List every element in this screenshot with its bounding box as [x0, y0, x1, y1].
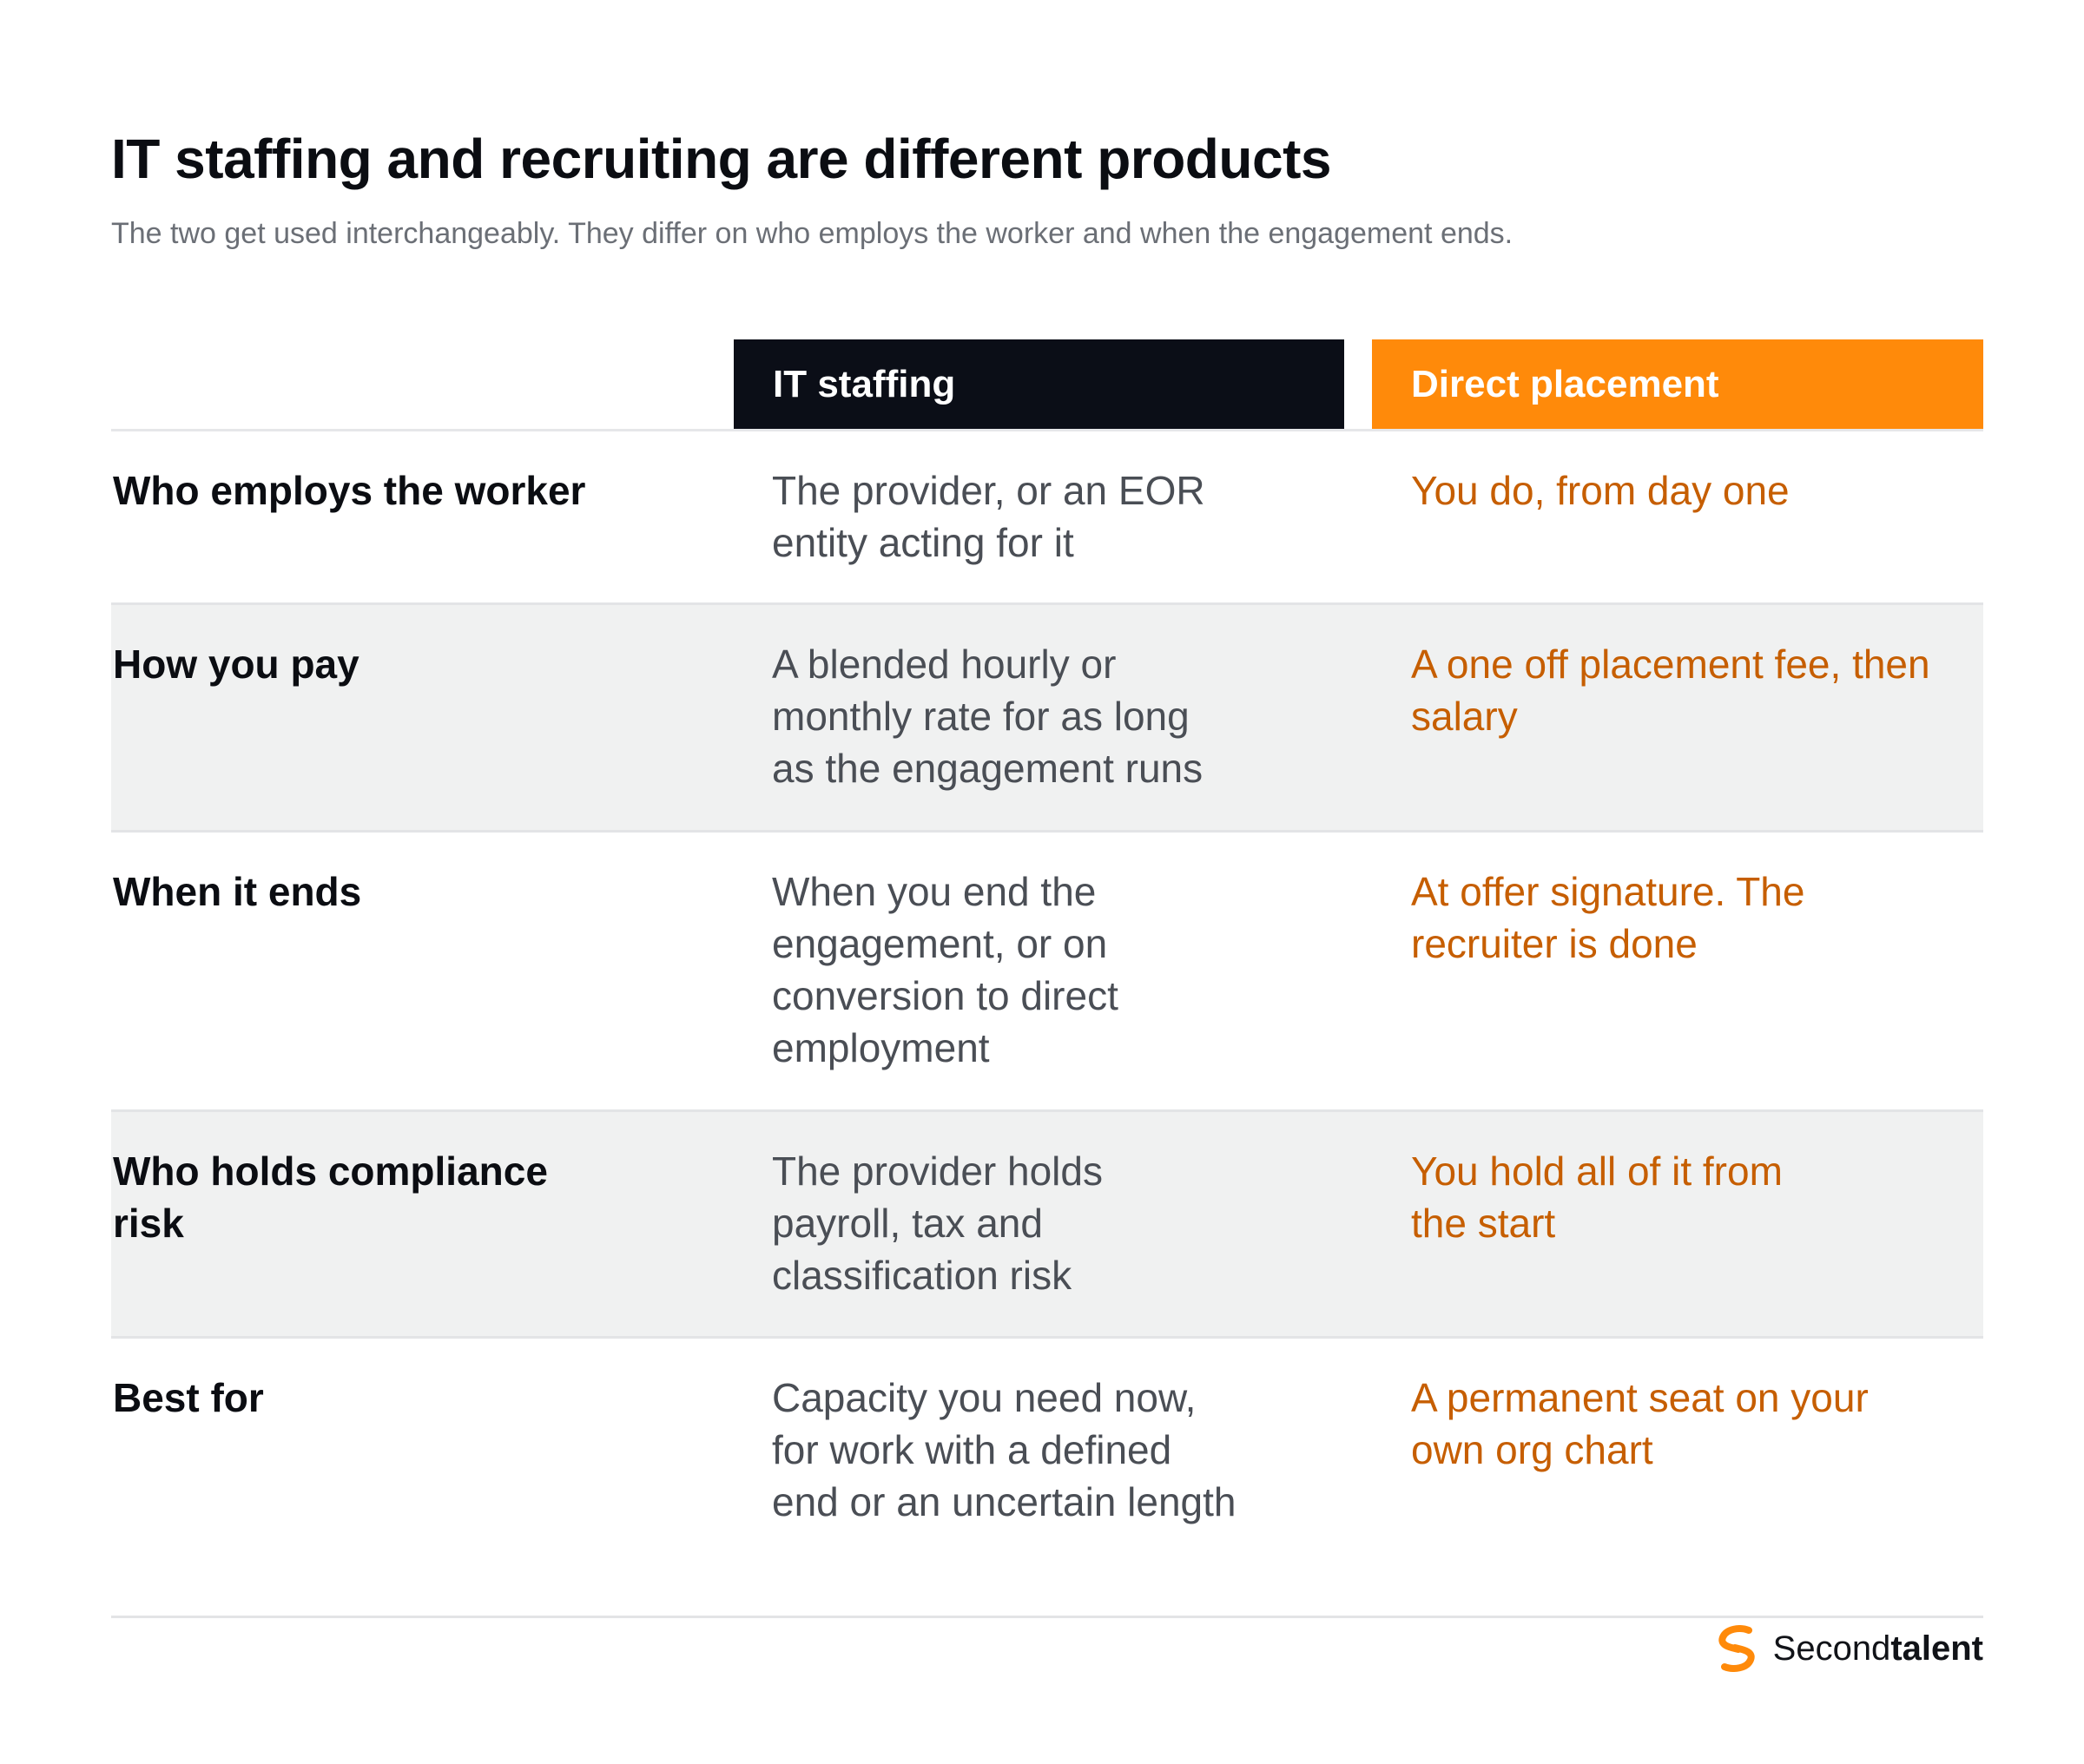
- row-label: Who holds compliance risk: [113, 1149, 548, 1246]
- it-staffing-cell: The provider, or an EOR entity acting fo…: [772, 468, 1205, 565]
- brand-logo: Second talent: [1714, 1625, 1983, 1672]
- table-row-who-employs: Who employs the worker The provider, or …: [111, 431, 1983, 605]
- brand-name-bold: talent: [1890, 1629, 1983, 1668]
- direct-placement-cell: You do, from day one: [1411, 468, 1790, 513]
- page-subtitle: The two get used interchangeably. They d…: [111, 217, 1514, 250]
- page-title: IT staffing and recruiting are different…: [111, 128, 1331, 190]
- table-row-how-you-pay: How you pay A blended hourly or monthly …: [111, 605, 1983, 833]
- table-row-compliance-risk: Who holds compliance risk The provider h…: [111, 1112, 1983, 1339]
- it-staffing-cell: The provider holds payroll, tax and clas…: [772, 1149, 1103, 1298]
- it-staffing-cell: When you end the engagement, or on conve…: [772, 869, 1118, 1070]
- table-row-when-it-ends: When it ends When you end the engagement…: [111, 833, 1983, 1112]
- column-header-direct-placement: Direct placement: [1372, 339, 1983, 430]
- table-row-best-for: Best for Capacity you need now, for work…: [111, 1339, 1983, 1618]
- row-label: Best for: [113, 1375, 264, 1420]
- row-label: When it ends: [113, 869, 362, 914]
- direct-placement-cell: A one off placement fee, then salary: [1411, 642, 1930, 739]
- direct-placement-cell: A permanent seat on your own org chart: [1411, 1375, 1869, 1472]
- it-staffing-cell: Capacity you need now, for work with a d…: [772, 1375, 1237, 1524]
- brand-name-regular: Second: [1772, 1629, 1891, 1668]
- row-label: Who employs the worker: [113, 468, 586, 513]
- direct-placement-cell: You hold all of it from the start: [1411, 1149, 1783, 1246]
- column-header-it-staffing: IT staffing: [734, 339, 1344, 430]
- secondtalent-logo-icon: [1718, 1625, 1755, 1672]
- header-divider: [111, 429, 1983, 431]
- direct-placement-cell: At offer signature. The recruiter is don…: [1411, 869, 1805, 966]
- it-staffing-cell: A blended hourly or monthly rate for as …: [772, 642, 1204, 791]
- row-label: How you pay: [113, 642, 359, 687]
